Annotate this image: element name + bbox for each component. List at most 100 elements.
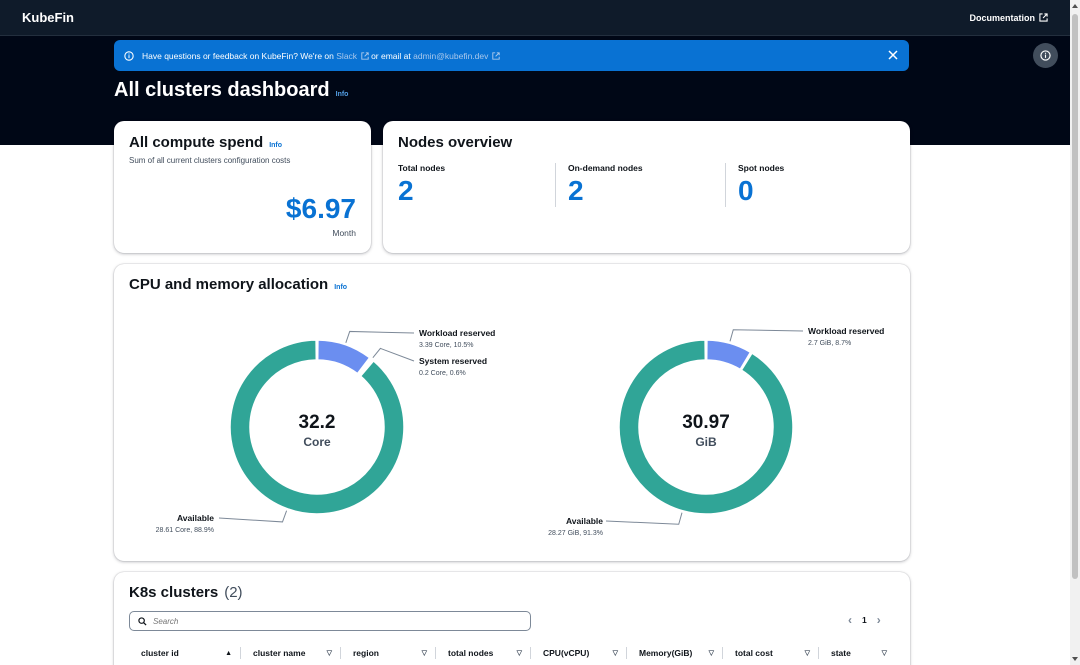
cpu-segment-detail-1: 0.2 Core, 0.6%: [419, 370, 466, 377]
column-label: cluster id: [141, 648, 179, 658]
column-label: CPU(vCPU): [543, 648, 590, 658]
flash-text-email: or email at: [371, 50, 414, 61]
stat-value: 0: [738, 175, 754, 206]
nodes-overview-title: Nodes overview: [398, 134, 513, 151]
memory-segment-label-0: Workload reserved: [808, 326, 884, 336]
compute-spend-header: All compute spend Info: [129, 134, 356, 151]
flash-text: Have questions or feedback on KubeFin? W…: [142, 50, 337, 61]
allocation-info-link[interactable]: Info: [334, 284, 348, 291]
cpu-segment-detail-2: 28.61 Core, 88.9%: [156, 527, 214, 534]
scrollbar-thumb[interactable]: [1072, 14, 1078, 579]
external-link-icon: [492, 51, 501, 60]
memory-segment-1: [618, 339, 794, 515]
compute-spend-amount: $6.97: [285, 193, 356, 224]
cpu-leader-line-2: [218, 510, 288, 523]
cpu-segment-0: [316, 339, 371, 375]
column-header-memory[interactable]: Memory(GiB) ▽: [626, 647, 722, 659]
stat-label: Spot nodes: [738, 163, 785, 173]
compute-spend-card: All compute spend Info Sum of all curren…: [114, 121, 371, 253]
memory-segment-label-1: Available: [566, 516, 603, 526]
sort-icon: ▽: [708, 650, 714, 657]
column-header-region[interactable]: region ▽: [340, 647, 435, 659]
clusters-count: (2): [224, 584, 243, 601]
memory-segment-0: [705, 339, 752, 371]
pagination: ‹ 1 ›: [848, 613, 881, 627]
app-title[interactable]: KubeFin: [22, 10, 74, 25]
search-field[interactable]: [129, 611, 531, 631]
allocation-title: CPU and memory allocation: [129, 276, 329, 293]
allocation-header: CPU and memory allocation Info: [129, 276, 895, 293]
slack-link[interactable]: Slack: [336, 50, 358, 61]
memory-leader-line-0: [729, 329, 804, 342]
column-header-cpu[interactable]: CPU(vCPU) ▽: [530, 647, 626, 659]
sort-icon: ▽: [881, 650, 887, 657]
stat-value: 2: [398, 175, 414, 206]
search-icon: [138, 616, 147, 626]
column-label: Memory(GiB): [639, 648, 693, 658]
allocation-card: CPU and memory allocation Info Workload …: [114, 264, 910, 561]
column-header-cluster-name[interactable]: cluster name ▽: [240, 647, 340, 659]
cpu-segment-2: [229, 339, 405, 515]
previous-page-chevron-icon[interactable]: ‹: [848, 613, 852, 627]
info-icon: [124, 50, 134, 61]
column-label: total cost: [735, 648, 773, 658]
external-link-icon: [1039, 13, 1048, 22]
sort-icon: ▽: [326, 650, 332, 657]
page-info-link[interactable]: Info: [335, 91, 349, 98]
help-panel-button[interactable]: [1033, 43, 1058, 68]
stat-label: On-demand nodes: [568, 163, 643, 173]
column-label: region: [353, 648, 379, 658]
page-scrollbar[interactable]: [1070, 0, 1080, 665]
external-link-icon: [361, 51, 369, 60]
total-nodes-stat: Total nodes 2: [398, 163, 555, 207]
info-icon: [1040, 50, 1051, 61]
sort-icon: ▽: [612, 650, 618, 657]
next-page-chevron-icon[interactable]: ›: [876, 613, 881, 627]
compute-spend-info-link[interactable]: Info: [269, 142, 283, 149]
column-header-cluster-id[interactable]: cluster id ▲: [129, 647, 240, 659]
compute-spend-title: All compute spend: [129, 134, 264, 151]
column-header-state[interactable]: state ▽: [818, 647, 895, 659]
search-input[interactable]: [153, 616, 513, 626]
clusters-title: K8s clusters: [129, 584, 219, 601]
memory-segment-detail-0: 2.7 GiB, 8.7%: [808, 340, 851, 347]
stat-label: Total nodes: [398, 163, 446, 173]
scroll-up-arrow-icon[interactable]: [1072, 4, 1078, 8]
email-link[interactable]: admin@kubefin.dev: [413, 50, 489, 61]
cpu-leader-line-0: [345, 330, 415, 343]
clusters-card: K8s clusters (2) ‹ 1 › cluster id ▲ clust…: [114, 572, 910, 665]
sort-icon: ▽: [516, 650, 522, 657]
memory-center-value: 30.97: [682, 412, 730, 433]
sort-ascending-icon: ▲: [225, 649, 232, 657]
current-page-number[interactable]: 1: [862, 615, 867, 625]
cpu-leader-line-1: [372, 347, 415, 362]
clusters-table-header: cluster id ▲ cluster name ▽ region ▽ total …: [129, 647, 895, 659]
memory-segment-detail-1: 28.27 GiB, 91.3%: [548, 530, 603, 537]
column-label: total nodes: [448, 648, 494, 658]
scroll-down-arrow-icon[interactable]: [1072, 657, 1078, 661]
column-label: state: [831, 648, 851, 658]
cpu-segment-label-1: System reserved: [419, 356, 487, 366]
cpu-segment-1: [357, 357, 374, 377]
documentation-link[interactable]: Documentation: [969, 13, 1048, 23]
allocation-donut-charts: Workload reserved 3.39 Core, 10.5% System …: [156, 326, 885, 537]
documentation-label: Documentation: [969, 12, 1035, 23]
sort-icon: ▽: [804, 650, 810, 657]
feedback-flash-banner: Have questions or feedback on KubeFin? W…: [114, 40, 909, 71]
column-header-total-nodes[interactable]: total nodes ▽: [435, 647, 530, 659]
stat-value: 2: [568, 175, 584, 206]
cpu-segment-detail-0: 3.39 Core, 10.5%: [419, 342, 473, 349]
cpu-segment-label-0: Workload reserved: [419, 328, 495, 338]
cpu-center-unit: Core: [303, 435, 331, 449]
nodes-overview-card: Nodes overview Total nodes 2 On-demand n…: [383, 121, 910, 253]
cpu-segment-label-2: Available: [177, 513, 214, 523]
page-title: All clusters dashboard Info: [114, 79, 348, 102]
page-title-text: All clusters dashboard: [114, 79, 330, 101]
sort-icon: ▽: [421, 650, 427, 657]
on-demand-nodes-stat: On-demand nodes 2: [555, 163, 725, 207]
compute-spend-unit: Month: [332, 228, 356, 238]
memory-center-unit: GiB: [695, 435, 717, 449]
compute-spend-subtitle: Sum of all current clusters configuratio…: [129, 156, 291, 165]
column-header-total-cost[interactable]: total cost ▽: [722, 647, 818, 659]
close-icon[interactable]: [888, 50, 898, 60]
